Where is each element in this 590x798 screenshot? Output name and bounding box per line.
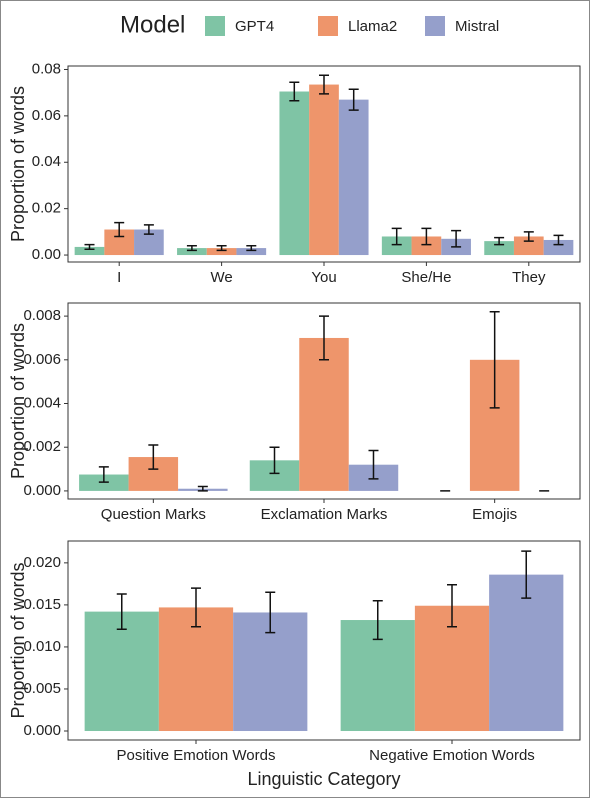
y-tick-label: 0.08 [32, 60, 61, 77]
error-bar [143, 224, 154, 235]
x-tick-label: She/He [401, 269, 451, 286]
error-bar [421, 227, 432, 246]
y-axis-label: Proportion of words [8, 562, 28, 718]
bar [543, 239, 574, 256]
bar [177, 248, 207, 256]
y-tick-label: 0.006 [23, 351, 61, 368]
x-tick-label: You [311, 269, 336, 286]
x-tick-label: They [512, 269, 546, 286]
bar [84, 611, 159, 732]
error-bar [391, 227, 402, 246]
error-bar [114, 221, 125, 238]
y-axis-label: Proportion of words [8, 323, 28, 479]
bar [411, 236, 442, 256]
error-bar [289, 81, 300, 102]
x-tick-label: We [210, 269, 232, 286]
y-tick-label: 0.000 [23, 722, 61, 739]
y-tick-label: 0.00 [32, 246, 61, 263]
error-bar [368, 449, 379, 480]
bar [158, 607, 234, 732]
error-bar [553, 234, 564, 246]
error-bar [191, 587, 201, 628]
error-bar [447, 583, 457, 628]
y-tick-label: 0.005 [23, 680, 61, 697]
error-bar [216, 245, 227, 252]
legend-label: Llama2 [348, 18, 397, 35]
bar [338, 99, 369, 256]
error-bar [523, 231, 534, 242]
bar [381, 236, 412, 256]
error-bar [451, 229, 462, 248]
error-bar [269, 446, 280, 475]
legend-label: GPT4 [235, 18, 274, 35]
x-tick-label: I [117, 269, 121, 286]
error-bar [116, 593, 127, 631]
bar [206, 248, 237, 256]
bar [309, 84, 339, 256]
y-tick-label: 0.04 [32, 153, 61, 170]
bar [74, 246, 105, 256]
error-bar [84, 243, 95, 250]
y-tick-label: 0.06 [32, 107, 61, 124]
legend-title: Model [120, 11, 185, 38]
y-tick-label: 0.002 [23, 438, 61, 455]
legend-key [318, 16, 338, 36]
error-bar [246, 245, 257, 252]
legend-key [425, 16, 445, 36]
bar [489, 574, 564, 732]
error-bar [372, 599, 383, 641]
y-tick-label: 0.010 [23, 638, 61, 655]
x-tick-label: Negative Emotion Words [369, 747, 535, 764]
error-bar [489, 310, 500, 409]
bar [299, 337, 349, 491]
error-bar [197, 485, 208, 492]
error-bar [319, 315, 329, 361]
error-bar [186, 245, 197, 252]
error-bar [348, 88, 359, 111]
x-axis-label: Linguistic Category [247, 769, 400, 789]
error-bar [265, 591, 276, 634]
error-bar [494, 236, 505, 246]
y-tick-label: 0.02 [32, 200, 61, 217]
error-bar [98, 466, 109, 483]
x-tick-label: Positive Emotion Words [117, 747, 276, 764]
error-bar [521, 550, 532, 599]
y-tick-label: 0.004 [23, 394, 61, 411]
bar [236, 248, 267, 256]
y-tick-label: 0.008 [23, 307, 61, 324]
legend-label: Mistral [455, 18, 499, 35]
y-axis-label: Proportion of words [8, 86, 28, 242]
y-tick-label: 0.000 [23, 482, 61, 499]
bar [513, 236, 544, 256]
bar [484, 241, 514, 256]
x-tick-label: Emojis [472, 506, 517, 523]
bar [279, 91, 310, 256]
error-bar [148, 444, 159, 470]
x-tick-label: Exclamation Marks [261, 506, 388, 523]
x-tick-label: Question Marks [101, 506, 206, 523]
legend-key [205, 16, 225, 36]
error-bar [319, 74, 329, 95]
y-tick-label: 0.015 [23, 596, 61, 613]
y-tick-label: 0.020 [23, 554, 61, 571]
